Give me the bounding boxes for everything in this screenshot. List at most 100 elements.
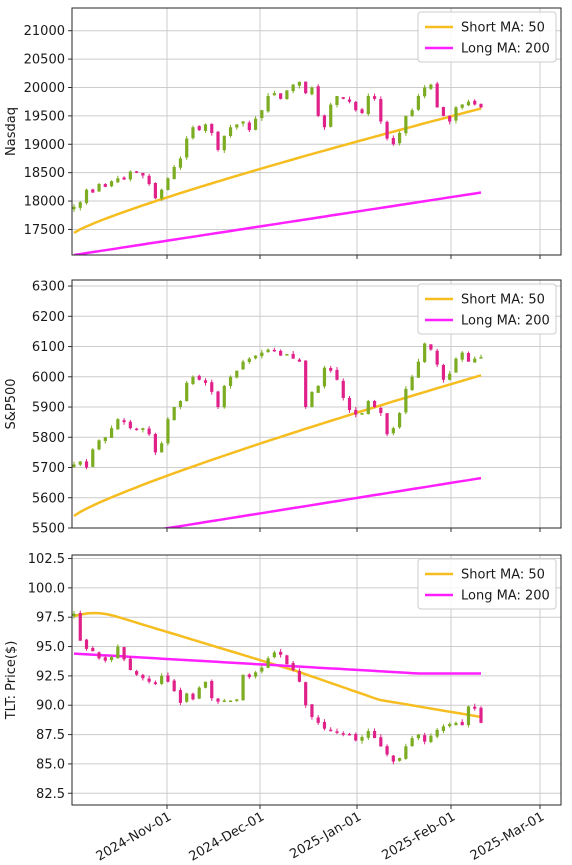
candle-body	[385, 746, 389, 755]
candles	[72, 81, 483, 212]
candle-body	[360, 736, 364, 741]
candle-body	[116, 646, 120, 659]
y-tick-label: 97.5	[36, 611, 65, 626]
candle-body	[109, 657, 114, 661]
candle-body	[297, 670, 302, 682]
candle-body	[341, 97, 345, 99]
candle-body	[147, 428, 151, 435]
y-tick-label: 5700	[32, 461, 65, 476]
y-tick-label: 19500	[24, 109, 65, 124]
candle-body	[416, 734, 420, 739]
candle-body	[354, 734, 358, 741]
candle-body	[329, 104, 333, 127]
candle-body	[247, 674, 251, 678]
candle-body	[116, 419, 120, 430]
candle-body	[316, 717, 320, 723]
candle-body	[203, 380, 208, 383]
candle-body	[429, 84, 433, 89]
candle-body	[404, 388, 408, 413]
y-tick-label: 87.5	[36, 728, 65, 743]
candle-body	[253, 672, 258, 677]
candle-body	[135, 171, 139, 173]
candle-body	[435, 350, 439, 365]
candle-body	[360, 413, 364, 415]
candle-body	[185, 382, 189, 402]
candle-body	[78, 461, 82, 465]
candle-body	[109, 428, 114, 438]
y-tick-label: 85.0	[36, 757, 65, 772]
y-tick-label: 6000	[32, 370, 65, 385]
candle-body	[116, 178, 120, 183]
candle-body	[416, 96, 420, 110]
x-tick-label: 2025-Mar-01	[468, 809, 547, 863]
candle-body	[78, 202, 82, 208]
candle-body	[285, 354, 289, 356]
candle-body	[178, 400, 183, 407]
candle-body	[191, 376, 195, 384]
y-axis-label: S&P500	[4, 378, 19, 429]
candles	[72, 342, 483, 470]
candle-body	[322, 115, 327, 128]
candle-body	[341, 733, 345, 735]
candle-body	[103, 184, 107, 187]
candle-body	[297, 81, 302, 86]
y-tick-label: 20000	[24, 81, 65, 96]
y-tick-label: 6100	[32, 340, 65, 355]
ma-lines	[73, 374, 482, 528]
candle-body	[228, 127, 233, 136]
candle-body	[216, 391, 220, 408]
candle-body	[454, 358, 458, 373]
candle-body	[84, 461, 89, 468]
candle-body	[222, 135, 226, 151]
candle-body	[304, 682, 308, 706]
candle-body	[253, 118, 258, 130]
candle-body	[335, 96, 339, 105]
y-tick-label: 18000	[24, 195, 65, 210]
candle-body	[72, 206, 76, 210]
candle-body	[354, 101, 358, 111]
candle-body	[235, 699, 239, 701]
candle-body	[335, 369, 339, 380]
candle-body	[310, 87, 314, 95]
candle-body	[272, 652, 276, 658]
candle-body	[441, 107, 446, 116]
candle-body	[235, 370, 239, 378]
candle-body	[128, 421, 132, 429]
y-tick-label: 95.0	[36, 640, 65, 655]
candle-body	[91, 647, 95, 652]
candle-body	[423, 343, 427, 363]
candle-body	[279, 93, 283, 99]
y-tick-label: 5600	[32, 491, 65, 506]
candle-body	[109, 181, 114, 187]
candle-body	[473, 358, 477, 363]
candle-body	[441, 365, 446, 380]
candle-body	[466, 101, 471, 106]
candle-body	[423, 735, 427, 742]
candle-body	[122, 177, 126, 180]
candle-body	[372, 401, 377, 408]
candle-body	[128, 171, 132, 180]
candle-body	[72, 613, 76, 617]
x-tick-label: 2025-Jan-01	[287, 809, 364, 862]
x-tick-label: 2024-Dec-01	[187, 809, 267, 864]
candle-body	[235, 124, 239, 128]
candle-body	[360, 109, 364, 114]
candle-body	[441, 726, 446, 731]
candle-body	[160, 675, 164, 684]
candle-body	[266, 349, 270, 352]
candle-body	[291, 84, 295, 92]
y-tick-label: 102.5	[28, 552, 65, 567]
y-tick-label: 18500	[24, 166, 65, 181]
candle-body	[210, 680, 214, 699]
candle-body	[247, 122, 251, 131]
candle-body	[354, 409, 358, 415]
candle-body	[429, 735, 433, 743]
legend: Short MA: 50 Long MA: 200	[417, 11, 557, 63]
candle-body	[291, 663, 295, 671]
legend: Short MA: 50 Long MA: 200	[417, 558, 557, 610]
panel-2: 5500 5600 5700 5800 5900 6000 6100 6200 6300 S&P5…	[4, 279, 562, 537]
candle-body	[429, 344, 433, 350]
y-tick-label: 21000	[24, 24, 65, 39]
candle-body	[322, 367, 327, 387]
